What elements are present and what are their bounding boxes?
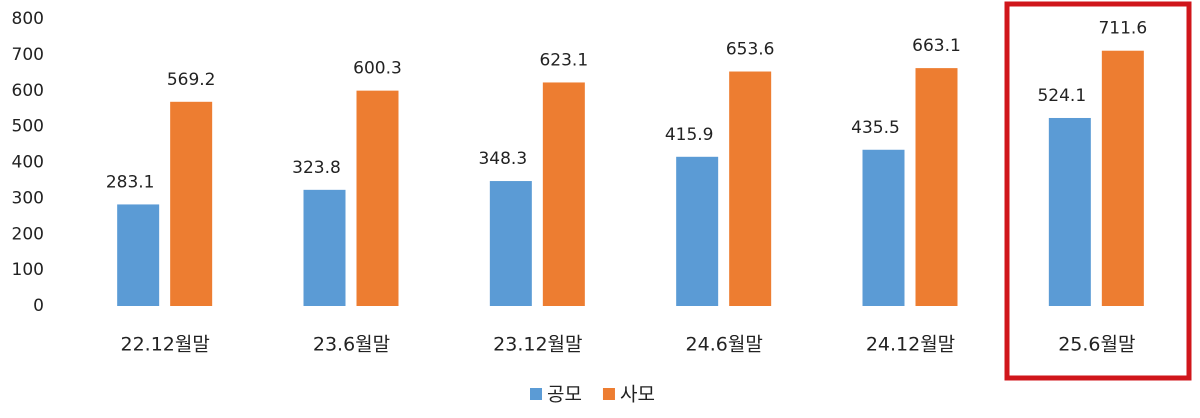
legend-label: 공모 <box>547 384 582 406</box>
y-tick-label: 300 <box>12 188 44 208</box>
data-label: 415.9 <box>665 125 714 145</box>
bar <box>170 101 213 306</box>
bar <box>489 181 532 306</box>
x-tick-label: 24.12월말 <box>866 334 955 356</box>
x-tick-label: 23.12월말 <box>493 334 582 356</box>
y-tick-label: 100 <box>12 260 44 280</box>
data-label: 569.2 <box>167 70 216 90</box>
y-tick-label: 600 <box>12 81 44 101</box>
data-label: 348.3 <box>478 149 527 169</box>
y-tick-label: 400 <box>12 153 44 173</box>
bar <box>117 204 160 306</box>
data-label: 283.1 <box>106 172 155 192</box>
bar <box>862 149 905 306</box>
x-tick-label: 22.12월말 <box>120 334 209 356</box>
data-label: 435.5 <box>851 118 900 138</box>
bar <box>1048 117 1091 306</box>
x-tick-label: 23.6월말 <box>313 334 390 356</box>
legend-swatch <box>602 388 615 400</box>
data-label: 524.1 <box>1037 86 1086 106</box>
bar <box>1101 50 1144 306</box>
data-label: 653.6 <box>726 40 775 60</box>
y-tick-label: 500 <box>12 117 44 137</box>
highlight-box <box>1004 1 1192 381</box>
bar <box>356 90 399 307</box>
legend-label: 사모 <box>620 384 655 406</box>
x-tick-label: 25.6월말 <box>1058 334 1135 356</box>
x-tick-label: 24.6월말 <box>686 334 763 356</box>
y-tick-label: 200 <box>12 224 44 244</box>
y-tick-label: 0 <box>33 296 44 316</box>
data-label: 323.8 <box>292 158 341 178</box>
data-label: 711.6 <box>1098 19 1147 39</box>
bar <box>542 82 585 306</box>
legend-swatch <box>530 388 542 400</box>
bar <box>729 71 772 306</box>
y-tick-label: 700 <box>12 45 44 65</box>
bar <box>676 156 719 306</box>
bar <box>915 68 958 306</box>
bar <box>303 189 346 306</box>
data-label: 623.1 <box>539 50 588 70</box>
y-tick-label: 800 <box>12 9 44 29</box>
data-label: 600.3 <box>353 59 402 79</box>
data-label: 663.1 <box>912 36 961 56</box>
